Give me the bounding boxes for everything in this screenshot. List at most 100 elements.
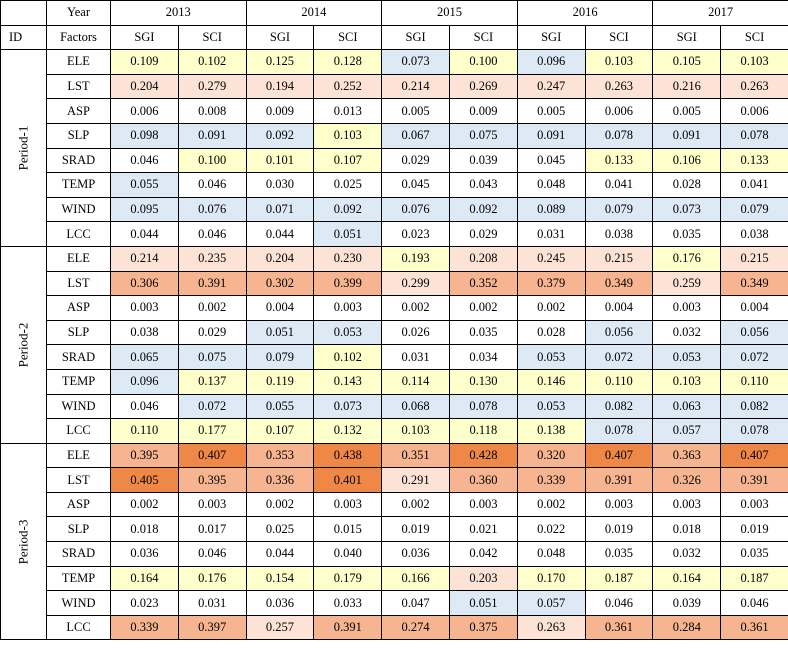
factor-name: SLP (46, 122, 111, 149)
value-cell: 0.038 (110, 319, 179, 346)
value-cell: 0.048 (516, 541, 586, 567)
factors-label: Factors (46, 24, 111, 51)
value-cell: 0.336 (245, 467, 315, 493)
id-label: ID (0, 24, 47, 51)
value-cell: 0.078 (584, 122, 654, 149)
value-cell: 0.041 (584, 172, 654, 198)
value-cell: 0.176 (177, 565, 247, 592)
table-row: LST 0.405 0.395 0.336 0.401 0.291 0.360 0.339 0.… (1, 467, 788, 493)
period-label-cell: Period-3 (0, 442, 47, 641)
value-cell: 0.164 (110, 565, 179, 592)
value-cell: 0.326 (652, 467, 722, 493)
factor-name: LCC (46, 221, 111, 247)
value-cell: 0.194 (245, 73, 315, 100)
value-cell: 0.193 (381, 245, 450, 272)
value-cell: 0.031 (381, 344, 450, 370)
value-cell: 0.019 (720, 516, 788, 543)
value-cell: 0.320 (516, 442, 586, 469)
value-cell: 0.030 (245, 172, 315, 198)
value-cell: 0.063 (652, 393, 722, 420)
value-cell: 0.339 (516, 467, 586, 493)
value-cell: 0.395 (177, 467, 247, 493)
value-cell: 0.036 (381, 541, 450, 567)
value-cell: 0.098 (110, 122, 179, 149)
value-cell: 0.352 (448, 270, 518, 297)
metric-sci: SCI (177, 24, 247, 51)
value-cell: 0.045 (381, 172, 450, 198)
value-cell: 0.143 (313, 368, 383, 395)
value-cell: 0.009 (448, 98, 518, 124)
blank-corner-cell (0, 0, 47, 26)
value-cell: 0.078 (584, 418, 654, 444)
factor-name: SLP (46, 516, 111, 543)
value-cell: 0.075 (448, 122, 518, 149)
value-cell: 0.078 (720, 122, 788, 149)
table-row: TEMP 0.164 0.176 0.154 0.179 0.166 0.203 0.170 0… (1, 565, 788, 592)
value-cell: 0.109 (110, 49, 179, 75)
value-cell: 0.078 (720, 418, 788, 444)
value-cell: 0.071 (245, 196, 315, 223)
value-cell: 0.100 (448, 49, 518, 75)
period-label-cell: Period-2 (0, 245, 47, 444)
value-cell: 0.046 (110, 393, 179, 420)
value-cell: 0.002 (245, 491, 315, 518)
factor-name: ELE (46, 49, 111, 75)
value-cell: 0.132 (313, 418, 383, 444)
value-cell: 0.095 (110, 196, 179, 223)
value-cell: 0.306 (110, 270, 179, 297)
value-cell: 0.044 (245, 221, 315, 247)
value-cell: 0.023 (110, 590, 179, 616)
value-cell: 0.006 (720, 98, 788, 124)
factor-name: WIND (46, 393, 111, 420)
table-row: WIND 0.046 0.072 0.055 0.073 0.068 0.078 0.053 0… (1, 393, 788, 420)
value-cell: 0.103 (313, 122, 383, 149)
value-cell: 0.039 (448, 147, 518, 174)
value-cell: 0.003 (652, 295, 722, 321)
value-cell: 0.002 (381, 295, 450, 321)
metric-sgi: SGI (652, 24, 722, 51)
value-cell: 0.045 (516, 147, 586, 174)
value-cell: 0.361 (720, 614, 788, 641)
value-cell: 0.034 (448, 344, 518, 370)
value-cell: 0.009 (245, 98, 315, 124)
value-cell: 0.035 (720, 541, 788, 567)
value-cell: 0.091 (177, 122, 247, 149)
value-cell: 0.170 (516, 565, 586, 592)
factor-name: SRAD (46, 344, 111, 370)
value-cell: 0.002 (110, 491, 179, 518)
period-label: Period-3 (15, 519, 31, 564)
value-cell: 0.051 (448, 590, 518, 616)
value-cell: 0.102 (313, 344, 383, 370)
value-cell: 0.128 (313, 49, 383, 75)
value-cell: 0.203 (448, 565, 518, 592)
table-row: ASP 0.002 0.003 0.002 0.003 0.002 0.003 0.002 0.… (1, 491, 788, 518)
value-cell: 0.028 (652, 172, 722, 198)
value-cell: 0.053 (516, 344, 586, 370)
value-cell: 0.068 (381, 393, 450, 420)
year-header-row: Year 2013 2014 2015 2016 2017 (0, 0, 788, 26)
value-cell: 0.031 (177, 590, 247, 616)
value-cell: 0.048 (516, 172, 586, 198)
table-row: SRAD 0.065 0.075 0.079 0.102 0.031 0.034 0.053 0… (1, 344, 788, 370)
factor-name: WIND (46, 196, 111, 223)
value-cell: 0.214 (381, 73, 450, 100)
value-cell: 0.351 (381, 442, 450, 469)
value-cell: 0.038 (584, 221, 654, 247)
factor-name: TEMP (46, 172, 111, 198)
value-cell: 0.230 (313, 245, 383, 272)
table-row: LCC 0.339 0.397 0.257 0.391 0.274 0.375 0.263 0.… (1, 614, 788, 641)
value-cell: 0.137 (177, 368, 247, 395)
value-cell: 0.263 (584, 73, 654, 100)
value-cell: 0.279 (177, 73, 247, 100)
value-cell: 0.031 (516, 221, 586, 247)
metric-sci: SCI (313, 24, 383, 51)
value-cell: 0.019 (381, 516, 450, 543)
value-cell: 0.053 (313, 319, 383, 346)
value-cell: 0.176 (652, 245, 722, 272)
value-cell: 0.353 (245, 442, 315, 469)
value-cell: 0.025 (313, 172, 383, 198)
value-cell: 0.103 (720, 49, 788, 75)
year-2016: 2016 (516, 0, 654, 26)
value-cell: 0.032 (652, 541, 722, 567)
value-cell: 0.125 (245, 49, 315, 75)
